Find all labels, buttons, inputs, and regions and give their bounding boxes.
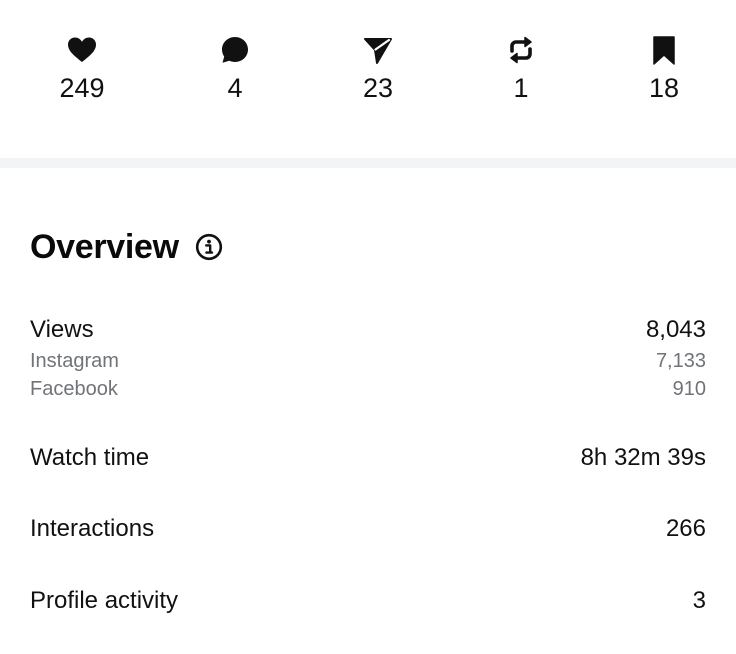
profile-activity-row[interactable]: Profile activity 3	[30, 586, 706, 616]
facebook-value: 910	[672, 378, 706, 400]
facebook-views-row: Facebook 910	[30, 376, 706, 402]
instagram-label: Instagram	[30, 350, 119, 372]
facebook-label: Facebook	[30, 378, 118, 400]
instagram-views-row: Instagram 7,133	[30, 348, 706, 374]
overview-header: Overview	[30, 226, 223, 268]
reposts-count: 1	[513, 73, 529, 103]
interactions-value: 266	[665, 515, 706, 542]
engagement-stats-row: 249 4 23 1	[0, 0, 736, 158]
saves-count: 18	[648, 73, 680, 103]
watch-time-value: 8h 32m 39s	[580, 444, 706, 471]
views-label: Views	[30, 316, 94, 343]
bookmark-icon	[653, 36, 675, 65]
repost-icon	[510, 36, 532, 64]
send-icon	[364, 38, 392, 64]
views-value: 8,043	[645, 316, 706, 343]
shares-count: 23	[362, 73, 394, 103]
instagram-value: 7,133	[655, 350, 706, 372]
likes-stat[interactable]: 249	[22, 34, 142, 104]
profile-activity-label: Profile activity	[30, 587, 179, 614]
watch-time-row: Watch time 8h 32m 39s	[30, 443, 706, 473]
interactions-label: Interactions	[30, 515, 155, 542]
reposts-stat[interactable]: 1	[461, 34, 581, 104]
info-icon[interactable]	[195, 233, 223, 261]
heart-icon	[68, 37, 96, 62]
section-divider	[0, 158, 736, 168]
comments-count: 4	[227, 73, 243, 103]
interactions-row[interactable]: Interactions 266	[30, 514, 706, 544]
saves-stat[interactable]: 18	[604, 34, 724, 104]
shares-stat[interactable]: 23	[318, 34, 438, 104]
views-row: Views 8,043	[30, 315, 706, 345]
likes-count: 249	[59, 73, 105, 103]
watch-time-label: Watch time	[30, 444, 150, 471]
overview-title: Overview	[30, 228, 179, 266]
comments-stat[interactable]: 4	[175, 34, 295, 104]
profile-activity-value: 3	[692, 587, 706, 614]
comment-icon	[222, 37, 248, 63]
